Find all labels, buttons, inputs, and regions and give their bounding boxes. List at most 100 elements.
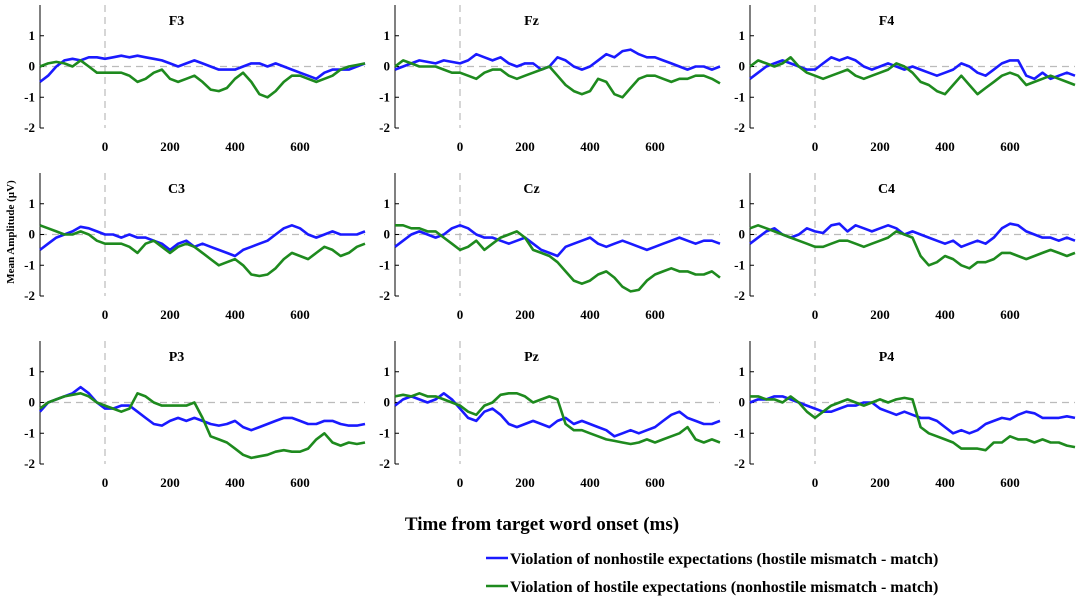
x-tick-label: 0 xyxy=(102,475,109,490)
green-series-line xyxy=(749,224,1076,270)
panel-pz: 1 0 -1 -2 0 200 400 600 Pz xyxy=(379,341,721,490)
x-tick-label: 600 xyxy=(1000,475,1020,490)
green-series-line xyxy=(750,395,1076,452)
y-tick-label: -1 xyxy=(379,425,390,440)
x-tick-label: 400 xyxy=(580,475,600,490)
x-tick-label: 0 xyxy=(102,139,109,154)
x-tick-label: 200 xyxy=(515,475,535,490)
y-tick-label: 0 xyxy=(29,395,36,410)
y-tick-label: 0 xyxy=(29,227,36,242)
x-tick-label: 600 xyxy=(290,475,310,490)
y-tick-label: 0 xyxy=(739,395,746,410)
blue-series-line xyxy=(394,224,721,258)
x-tick-label: 200 xyxy=(160,139,180,154)
y-tick-label: -2 xyxy=(24,288,35,303)
panel-title: F4 xyxy=(879,14,895,29)
x-tick-label: 600 xyxy=(645,139,665,154)
green-series-line xyxy=(39,59,366,99)
y-tick-label: -1 xyxy=(24,425,35,440)
blue-series-line xyxy=(394,392,721,438)
x-tick-label: 400 xyxy=(580,307,600,322)
panel-fz: 1 0 -1 -2 0 200 400 600 Fz xyxy=(379,5,721,154)
green-series-line xyxy=(39,392,366,460)
x-tick-label: 0 xyxy=(812,139,819,154)
panel-title: P3 xyxy=(169,350,185,365)
panel-title: C3 xyxy=(168,182,185,197)
panel-title: Pz xyxy=(524,350,539,365)
panel-f3: 1 0 -1 -2 0 200 400 600 F3 xyxy=(24,5,366,154)
legend: Violation of nonhostile expectations (ho… xyxy=(486,551,938,596)
y-tick-label: 1 xyxy=(739,28,746,43)
x-axis-label: Time from target word onset (ms) xyxy=(405,514,679,535)
green-series-line xyxy=(749,56,1076,96)
y-tick-label: 0 xyxy=(384,227,391,242)
blue-series-line xyxy=(39,385,366,432)
x-tick-label: 600 xyxy=(1000,307,1020,322)
x-tick-label: 0 xyxy=(457,475,464,490)
panel-p3: 1 0 -1 -2 0 200 400 600 P3 xyxy=(24,341,366,490)
y-tick-label: 0 xyxy=(739,227,746,242)
y-tick-label: -2 xyxy=(734,120,745,135)
y-tick-label: 1 xyxy=(384,196,391,211)
y-tick-label: -1 xyxy=(24,89,35,104)
green-series-line xyxy=(39,224,366,278)
x-tick-label: 0 xyxy=(457,139,464,154)
green-series-line xyxy=(394,392,721,446)
y-tick-label: 1 xyxy=(29,28,36,43)
y-tick-label: 0 xyxy=(384,59,391,74)
green-series-line xyxy=(395,224,721,293)
x-tick-label: 400 xyxy=(935,307,955,322)
y-tick-label: -2 xyxy=(734,288,745,303)
x-tick-label: 600 xyxy=(645,307,665,322)
x-tick-label: 200 xyxy=(515,139,535,154)
x-tick-label: 600 xyxy=(290,139,310,154)
y-tick-label: 1 xyxy=(384,364,391,379)
y-axis-label: Mean Amplitude (µV) xyxy=(5,180,17,284)
blue-series-line xyxy=(749,395,1076,435)
panel-title: Fz xyxy=(524,14,539,29)
x-tick-label: 400 xyxy=(225,475,245,490)
x-tick-label: 0 xyxy=(812,307,819,322)
blue-series-line xyxy=(39,224,366,258)
blue-series-line xyxy=(394,48,721,71)
y-tick-label: 0 xyxy=(29,59,36,74)
y-tick-label: 0 xyxy=(739,59,746,74)
y-tick-label: 1 xyxy=(739,364,746,379)
y-tick-label: -2 xyxy=(734,456,745,471)
y-tick-label: 0 xyxy=(384,395,391,410)
panel-p4: 1 0 -1 -2 0 200 400 600 P4 xyxy=(734,341,1076,490)
x-tick-label: 200 xyxy=(870,475,890,490)
panel-title: P4 xyxy=(879,350,895,365)
y-tick-label: -1 xyxy=(734,425,745,440)
y-tick-label: 1 xyxy=(29,364,36,379)
y-tick-label: 1 xyxy=(739,196,746,211)
y-tick-label: -2 xyxy=(24,120,35,135)
y-tick-label: 1 xyxy=(29,196,36,211)
panel-f4: 1 0 -1 -2 0 200 400 600 F4 xyxy=(734,5,1076,154)
x-tick-label: 400 xyxy=(580,139,600,154)
y-tick-label: -1 xyxy=(379,89,390,104)
y-tick-label: -2 xyxy=(379,288,390,303)
x-tick-label: 400 xyxy=(935,475,955,490)
x-tick-label: 200 xyxy=(515,307,535,322)
x-tick-label: 600 xyxy=(645,475,665,490)
x-tick-label: 600 xyxy=(1000,139,1020,154)
x-tick-label: 400 xyxy=(225,307,245,322)
y-tick-label: 1 xyxy=(384,28,391,43)
x-tick-label: 400 xyxy=(225,139,245,154)
panel-cz: 1 0 -1 -2 0 200 400 600 Cz xyxy=(379,173,721,322)
legend-label-green: Violation of hostile expectations (nonho… xyxy=(510,579,938,596)
y-tick-label: -2 xyxy=(379,456,390,471)
blue-series-line xyxy=(749,56,1076,81)
x-tick-label: 400 xyxy=(935,139,955,154)
y-tick-label: -1 xyxy=(24,257,35,272)
legend-label-blue: Violation of nonhostile expectations (ho… xyxy=(510,551,938,568)
panel-c3: 1 0 -1 -2 0 200 400 600 C3 xyxy=(24,173,366,322)
y-tick-label: -2 xyxy=(379,120,390,135)
x-tick-label: 200 xyxy=(160,475,180,490)
panel-title: F3 xyxy=(169,14,185,29)
x-tick-label: 200 xyxy=(160,307,180,322)
x-tick-label: 0 xyxy=(457,307,464,322)
panel-c4: 1 0 -1 -2 0 200 400 600 C4 xyxy=(734,173,1076,322)
